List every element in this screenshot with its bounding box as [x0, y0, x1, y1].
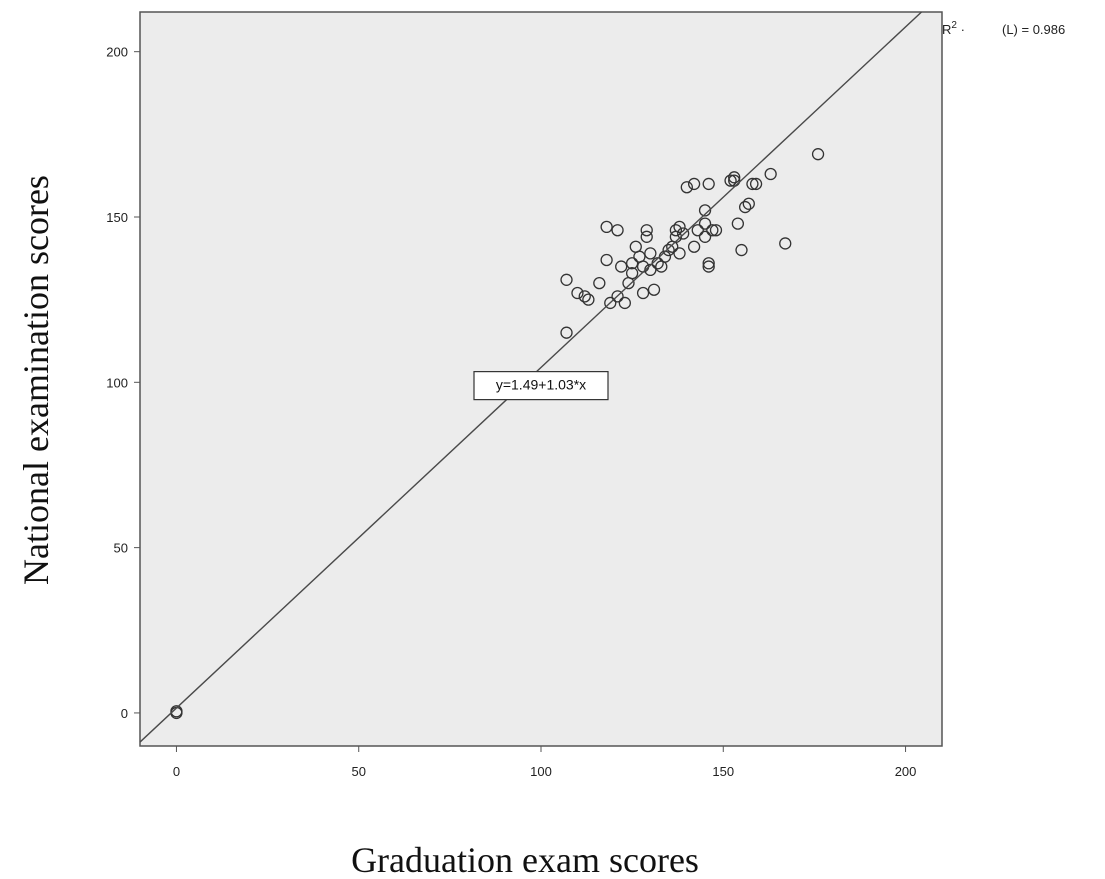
y-tick-label: 50: [114, 541, 128, 556]
r-squared-value: (L) = 0.986: [1002, 22, 1065, 37]
data-point: [604, 296, 617, 310]
x-tick-label: 100: [530, 764, 552, 779]
y-tick-label: 100: [106, 375, 128, 390]
r-squared-label: R2 · (L) = 0.986: [942, 20, 1065, 37]
r-squared-prefix: R: [942, 22, 951, 37]
data-point: [560, 273, 573, 286]
data-point: [811, 148, 825, 161]
data-point: [687, 177, 701, 191]
data-point: [582, 293, 595, 306]
r-squared-superscript: 2: [951, 20, 957, 31]
data-point: [706, 224, 719, 237]
data-point: [593, 276, 606, 290]
data-point: [677, 227, 690, 240]
data-point: [640, 230, 653, 243]
data-point: [578, 290, 591, 303]
x-tick-label: 200: [895, 764, 917, 779]
data-point: [600, 253, 613, 267]
data-point: [615, 260, 628, 273]
y-tick-label: 200: [106, 45, 128, 60]
y-axis-title: National examination scores: [16, 175, 56, 585]
data-point: [170, 705, 183, 718]
data-point: [673, 247, 686, 260]
data-point: [640, 224, 653, 237]
data-point: [625, 257, 639, 270]
data-point: [600, 220, 613, 234]
data-point: [709, 224, 723, 237]
data-point: [625, 267, 639, 280]
data-point: [691, 224, 704, 237]
data-point: [680, 181, 693, 194]
x-tick-label: 150: [712, 764, 734, 779]
data-point: [735, 243, 748, 257]
data-point: [611, 290, 624, 303]
data-point: [662, 243, 675, 257]
data-point: [644, 247, 657, 260]
y-tick-label: 0: [121, 706, 128, 721]
data-point: [571, 286, 584, 300]
x-tick-label: 0: [173, 764, 180, 779]
data-point: [647, 283, 661, 296]
data-point: [611, 224, 624, 237]
data-points: [170, 148, 825, 720]
y-tick-label: 150: [106, 210, 128, 225]
x-axis-title: Graduation exam scores: [351, 840, 699, 879]
data-point: [687, 240, 701, 253]
equation-label: y=1.49+1.03*x: [496, 376, 586, 392]
data-point: [764, 167, 777, 181]
data-point: [702, 177, 715, 191]
data-point: [746, 177, 759, 191]
x-tick-label: 50: [351, 764, 365, 779]
equation-box-border: [473, 371, 609, 401]
data-point: [560, 326, 573, 339]
data-point: [636, 286, 650, 300]
data-point: [738, 200, 752, 214]
data-point: [673, 220, 686, 234]
axis-ticks: 0 50 100 150 200 0 50 100 150 200: [106, 45, 916, 779]
equation-box: y=1.49+1.03*x: [473, 371, 609, 401]
r-squared-middle: ·: [957, 22, 969, 37]
data-point: [702, 257, 715, 270]
data-point: [749, 177, 763, 191]
data-point: [698, 204, 712, 217]
data-point: [731, 217, 745, 230]
data-point: [702, 260, 715, 273]
data-point: [779, 237, 792, 250]
data-point: [618, 296, 631, 310]
data-point: [669, 224, 683, 237]
data-point: [724, 174, 737, 187]
data-point: [698, 217, 712, 230]
data-point: [698, 230, 712, 243]
data-point: [742, 197, 755, 210]
data-point: [728, 171, 741, 184]
